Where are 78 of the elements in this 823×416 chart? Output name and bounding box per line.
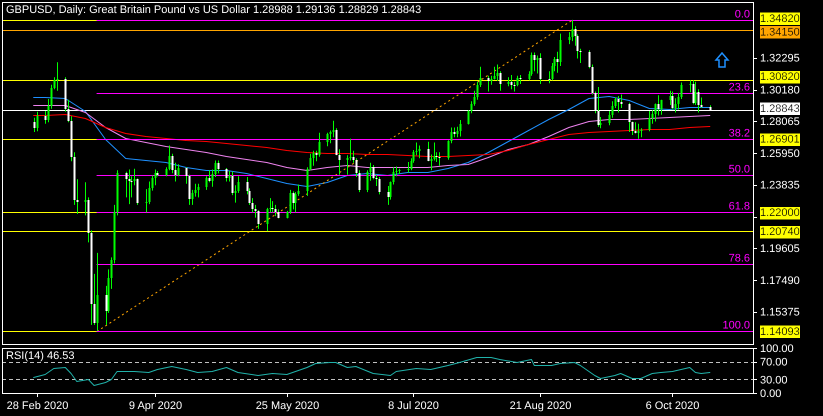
candlestick: [36, 111, 38, 132]
candlestick: [690, 80, 692, 93]
y-tick-label: 70.00: [760, 356, 788, 368]
series-label: 23.6: [728, 82, 750, 94]
candlestick: [508, 76, 510, 87]
y-tick-label: 100.00: [760, 342, 794, 355]
candlestick: [638, 123, 640, 140]
candlestick: [620, 94, 622, 108]
series-label: 78.6: [728, 252, 750, 264]
candlestick: [660, 99, 662, 116]
candlestick: [388, 186, 390, 206]
series-label: 38.2: [728, 128, 750, 140]
candlestick: [290, 189, 292, 214]
candlestick: [326, 132, 328, 147]
candlestick: [536, 54, 538, 74]
y-tick-label: 1.17490: [760, 274, 800, 287]
candlestick: [84, 182, 86, 216]
candlestick: [228, 170, 230, 182]
candlestick: [438, 152, 440, 166]
candlestick: [510, 74, 512, 90]
ref-line-label: 1.20740: [760, 226, 800, 238]
y-tick-label: 0.00: [760, 388, 782, 400]
ref-line-label: 1.22000: [760, 207, 800, 220]
ref-line-label: 1.34820: [760, 12, 800, 25]
ref-line-label: 1.34150: [760, 26, 800, 38]
candlestick: [640, 128, 642, 138]
candlestick: [418, 145, 420, 159]
candlestick: [272, 200, 274, 213]
x-tick-label: 28 Feb 2020: [6, 400, 68, 412]
ref-line-label: 1.14093: [760, 326, 800, 338]
y-tick-label: 1.19605: [760, 243, 800, 256]
candlestick: [274, 204, 276, 217]
x-tick-label: 25 May 2020: [256, 400, 320, 412]
y-tick-label: 1.32295: [760, 52, 800, 65]
y-tick-label: 1.25950: [760, 148, 800, 160]
x-tick-label: 6 Oct 2020: [646, 400, 700, 412]
candlestick: [278, 208, 280, 219]
y-tick-label: 1.15375: [760, 306, 800, 319]
series-label: 0.0: [734, 8, 750, 20]
candlestick: [408, 162, 410, 174]
candlestick: [128, 169, 130, 205]
chart-title: RSI(14) 46.53: [6, 350, 74, 362]
candlestick: [670, 90, 672, 106]
candlestick: [530, 52, 532, 76]
candlestick: [34, 117, 36, 133]
candlestick: [378, 176, 380, 195]
candlestick: [312, 150, 314, 166]
candlestick: [634, 122, 636, 134]
candlestick: [292, 190, 294, 210]
x-tick-label: 8 Jul 2020: [388, 400, 439, 412]
candlestick: [496, 64, 498, 82]
candlestick: [520, 74, 522, 84]
candlestick: [540, 52, 542, 84]
candlestick: [488, 75, 490, 92]
series-label: 50.0: [728, 164, 750, 176]
candlestick: [460, 120, 462, 138]
chart-title: GBPUSD, Daily: Great Britain Pound vs US Dollar 1.28988 1.29136 1.28829 1.28843: [6, 4, 422, 16]
candlestick: [198, 183, 200, 198]
series-label: 100.0: [722, 320, 750, 332]
x-tick-label: 21 Aug 2020: [510, 400, 572, 412]
series-label: 61.8: [728, 200, 750, 212]
y-tick-label: 30.00: [760, 374, 788, 386]
candlestick: [692, 80, 694, 105]
y-tick-label: 1.28065: [760, 116, 800, 128]
candlestick: [226, 168, 228, 182]
candlestick: [318, 132, 320, 158]
candlestick: [648, 110, 650, 132]
candlestick: [56, 62, 58, 92]
x-tick-label: 9 Apr 2020: [128, 400, 182, 412]
y-tick-label: 1.23835: [760, 180, 800, 192]
candlestick: [572, 19, 574, 42]
candlestick: [534, 52, 536, 72]
candlestick: [454, 127, 456, 138]
ref-line-label: 1.28843: [760, 102, 800, 115]
y-tick-label: 1.30180: [760, 84, 800, 96]
candlestick: [218, 160, 220, 174]
candlestick: [208, 170, 210, 183]
candlestick: [694, 81, 696, 106]
